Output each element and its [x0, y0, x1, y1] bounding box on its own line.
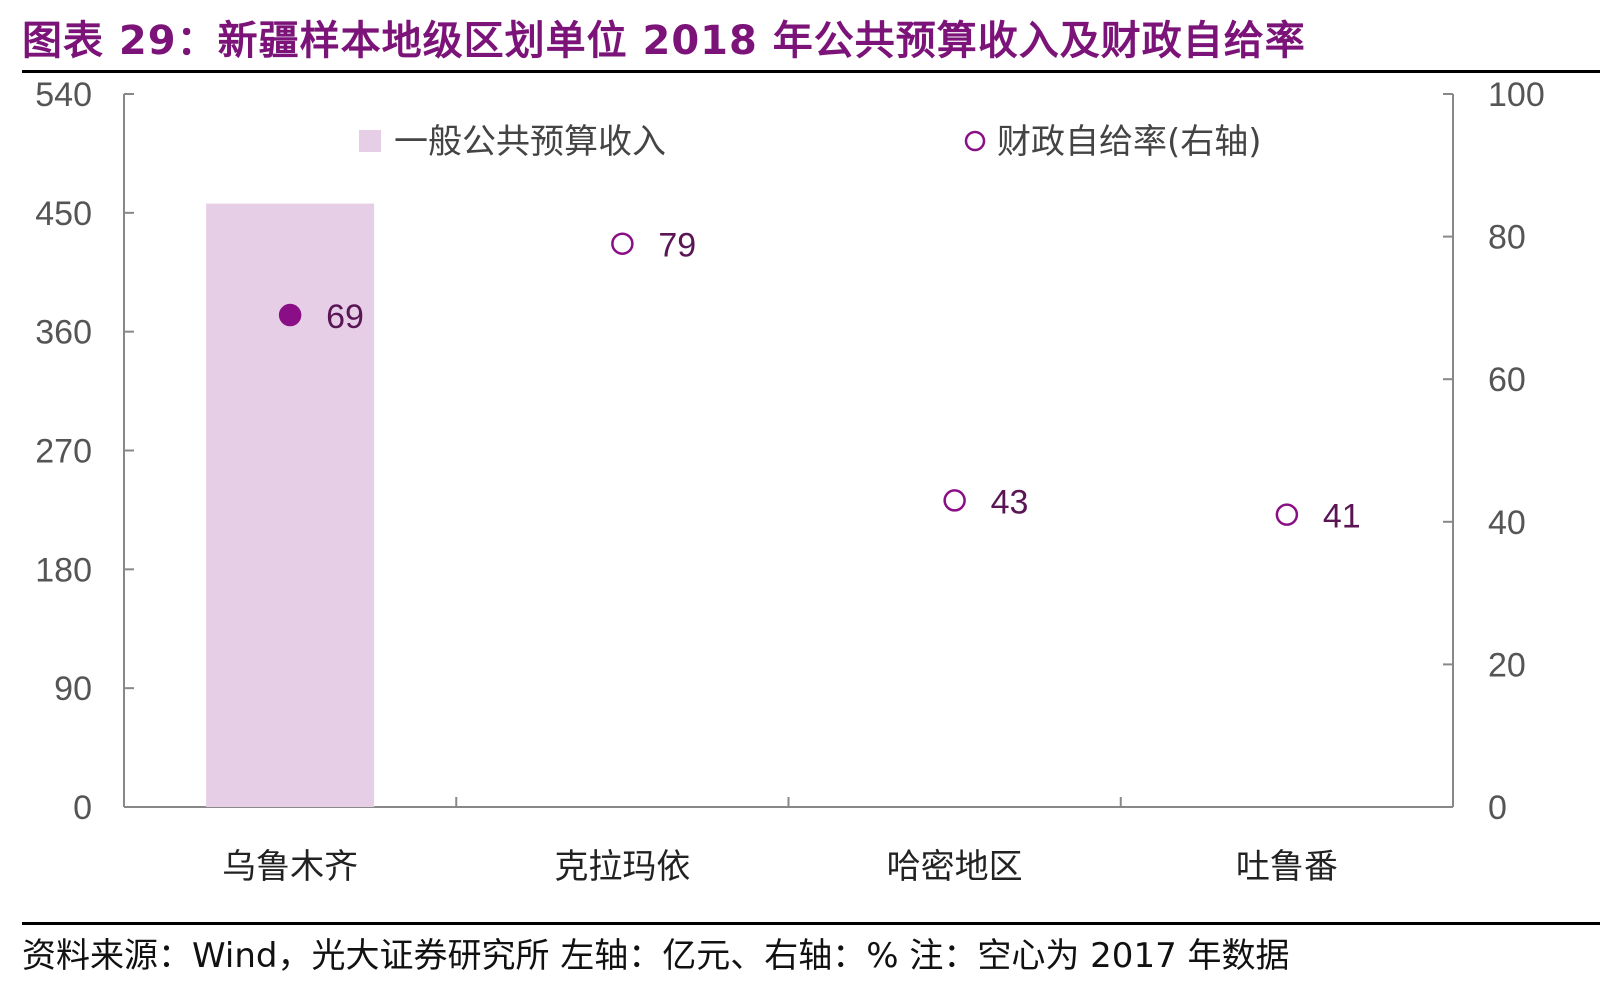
left-tick-label: 360	[35, 314, 92, 352]
legend-bar-label: 一般公共预算收入	[394, 122, 666, 162]
legend-ratio-marker	[964, 130, 986, 152]
data-labels: 69 79 43 41	[326, 227, 1361, 536]
ratio-point-hollow	[611, 232, 634, 255]
left-tick-label: 180	[35, 551, 92, 589]
category-label: 乌鲁木齐	[222, 847, 358, 887]
source-note: 资料来源：Wind，光大证券研究所 左轴：亿元、右轴：% 注：空心为 2017 …	[22, 936, 1290, 976]
right-tick-label: 100	[1488, 76, 1545, 114]
left-tick-label: 90	[54, 670, 92, 708]
legend-ratio-label: 财政自给率(右轴)	[997, 122, 1262, 162]
category-label: 克拉玛依	[554, 847, 690, 887]
left-tick-label: 0	[73, 789, 92, 827]
chart-title: 图表 29：新疆样本地级区划单位 2018 年公共预算收入及财政自给率	[22, 18, 1306, 64]
right-tick-label: 20	[1488, 646, 1526, 684]
source-rule	[22, 922, 1600, 925]
category-label: 哈密地区	[887, 847, 1023, 887]
ratio-point-hollow	[1275, 503, 1299, 526]
title-rule	[22, 70, 1600, 73]
right-tick-label: 80	[1488, 219, 1526, 257]
ratio-point-hollow	[943, 489, 966, 512]
data-label: 69	[326, 298, 364, 336]
data-label: 79	[658, 227, 696, 265]
data-label: 43	[991, 483, 1029, 521]
left-tick-label: 540	[35, 76, 92, 114]
tick-labels: 0 90 180 270 360 450 540 0 20 40 60 80 100 乌鲁木齐 克拉玛依 哈密…	[35, 76, 1544, 887]
category-label: 吐鲁番	[1236, 847, 1338, 887]
left-tick-label: 450	[35, 195, 92, 233]
ratio-point-filled	[278, 303, 302, 327]
legend-bar-swatch	[359, 130, 381, 152]
bar-series	[206, 203, 375, 807]
bar	[206, 203, 375, 807]
legend: 一般公共预算收入 财政自给率(右轴)	[359, 122, 1262, 162]
chart: 69 79 43 41 0 90 180 270 360 450 540 0 20 40 60 80 100 乌…	[35, 76, 1544, 887]
left-tick-label: 270	[35, 433, 92, 471]
right-tick-label: 40	[1488, 504, 1526, 542]
right-tick-label: 0	[1488, 789, 1507, 827]
right-tick-label: 60	[1488, 361, 1526, 399]
ratio-series	[278, 232, 1299, 526]
data-label: 41	[1323, 498, 1361, 536]
